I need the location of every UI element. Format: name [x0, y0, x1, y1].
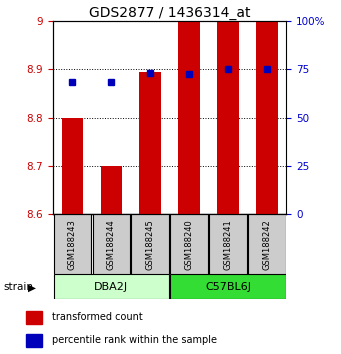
Title: GDS2877 / 1436314_at: GDS2877 / 1436314_at	[89, 6, 250, 20]
Bar	[27, 334, 42, 347]
Bar	[170, 214, 208, 274]
Bar	[101, 166, 122, 214]
Text: DBA2J: DBA2J	[94, 282, 128, 292]
Text: GSM188243: GSM188243	[68, 219, 77, 270]
Bar	[209, 214, 247, 274]
Bar	[248, 214, 286, 274]
Bar	[178, 21, 200, 214]
Text: transformed count: transformed count	[51, 312, 142, 322]
Bar	[256, 21, 278, 214]
Bar	[54, 214, 91, 274]
Text: GSM188242: GSM188242	[263, 219, 271, 270]
Text: ▶: ▶	[28, 282, 36, 292]
Text: C57BL6J: C57BL6J	[205, 282, 251, 292]
Text: GSM188245: GSM188245	[146, 219, 155, 270]
Text: strain: strain	[3, 282, 33, 292]
Text: GSM188241: GSM188241	[224, 219, 233, 270]
Bar	[62, 118, 83, 214]
Bar	[132, 214, 169, 274]
Bar	[170, 274, 286, 299]
Text: GSM188240: GSM188240	[184, 219, 194, 270]
Text: GSM188244: GSM188244	[107, 219, 116, 270]
Bar	[54, 274, 169, 299]
Bar	[217, 21, 239, 214]
Bar	[139, 72, 161, 214]
Bar	[92, 214, 130, 274]
Text: percentile rank within the sample: percentile rank within the sample	[51, 335, 217, 346]
Bar	[27, 311, 42, 324]
